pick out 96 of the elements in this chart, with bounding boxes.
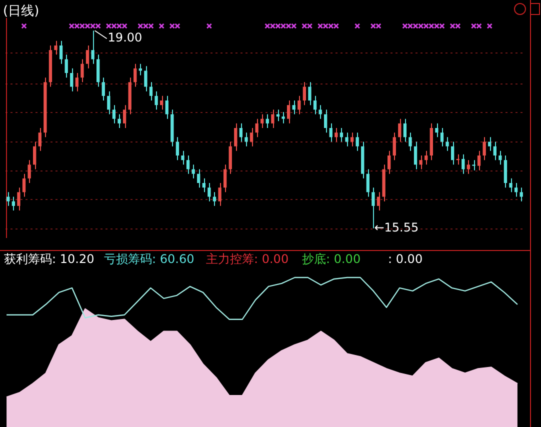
candlestick: [366, 168, 370, 198]
candlestick: [107, 90, 110, 115]
text: 主力控筹: 0.00: [206, 252, 289, 266]
annotation: ←15.55: [374, 220, 419, 234]
candlestick: [329, 122, 332, 142]
candlestick: [102, 77, 105, 101]
candlestick: [392, 132, 396, 161]
candlestick: [282, 111, 285, 124]
candlestick: [244, 132, 248, 147]
candlestick: [345, 132, 348, 147]
candlestick: [424, 150, 428, 166]
candlestick: [446, 136, 449, 152]
candlestick: [488, 136, 492, 152]
candlestick: [239, 122, 243, 142]
candlestick: [228, 141, 232, 174]
candlestick: [313, 95, 317, 115]
candlestick: [356, 132, 359, 152]
candlestick: [466, 160, 470, 174]
candlestick: [334, 128, 338, 142]
candlestick: [450, 141, 454, 166]
candlestick: [54, 40, 58, 56]
candlestick: [509, 178, 512, 193]
candlestick: [250, 128, 254, 147]
candlestick: [340, 128, 344, 142]
candlestick: [403, 118, 407, 142]
candlestick: [482, 136, 486, 161]
candlestick: [96, 54, 100, 88]
candlestick: [202, 178, 206, 193]
candlestick: [12, 196, 16, 211]
candlestick: [398, 118, 402, 142]
candlestick: [197, 168, 200, 188]
candlestick: [462, 154, 465, 174]
candlestick: [64, 54, 68, 78]
candlestick: [440, 128, 444, 147]
candlestick: [86, 45, 90, 69]
candlestick: [387, 150, 391, 174]
candlestick: [477, 150, 481, 171]
candlestick: [255, 118, 258, 138]
candlestick: [298, 95, 301, 115]
candlestick: [414, 141, 418, 170]
candlestick: [75, 72, 79, 92]
candlestick: [28, 160, 31, 184]
candlestick: [91, 30, 94, 64]
candlestick: [154, 90, 158, 110]
candlestick: [372, 187, 375, 229]
candlestick: [22, 173, 26, 198]
candlestick: [223, 164, 227, 193]
candlestick: [38, 128, 42, 152]
candlestick: [493, 141, 496, 161]
candlestick: [498, 150, 502, 166]
text: 亏损筹码: 60.60: [104, 252, 194, 266]
candlestick: [144, 66, 148, 92]
candlestick: [212, 192, 216, 206]
candlestick: [292, 100, 296, 115]
candlestick: [308, 82, 312, 106]
candlestick: [186, 155, 190, 174]
candlestick: [286, 100, 290, 124]
text: 获利筹码: 10.20: [4, 252, 94, 266]
candlestick: [472, 160, 476, 171]
chart-title: (日线): [3, 3, 40, 20]
annotation: 19.00: [108, 30, 142, 45]
candlestick: [419, 155, 422, 170]
candlestick: [350, 132, 354, 147]
candlestick: [504, 155, 508, 188]
candlestick: [266, 114, 269, 128]
candlestick: [149, 82, 153, 101]
candlestick: [176, 136, 180, 161]
candlestick: [408, 132, 412, 152]
candlestick: [271, 109, 274, 128]
text: : 0.00: [388, 252, 423, 266]
candlestick: [260, 114, 264, 128]
candlestick: [192, 164, 195, 179]
candlestick: [118, 114, 121, 128]
text: 抄底: 0.00: [302, 252, 361, 266]
candlestick: [376, 192, 380, 211]
candlestick: [318, 104, 322, 120]
candlestick: [165, 95, 168, 120]
candlestick: [122, 104, 126, 128]
candlestick: [59, 40, 63, 64]
candlestick: [80, 58, 84, 83]
candlestick: [234, 122, 238, 152]
candlestick: [302, 82, 306, 106]
candlestick: [134, 63, 137, 88]
candlestick: [17, 187, 20, 211]
candlestick: [208, 182, 211, 202]
candlestick: [520, 187, 523, 202]
candlestick: [181, 150, 184, 166]
candlestick: [218, 182, 222, 206]
candlestick: [33, 141, 36, 170]
candlestick: [112, 104, 116, 124]
candlestick: [70, 68, 74, 92]
candlestick: [160, 95, 164, 110]
candlestick: [324, 109, 328, 134]
candlestick: [6, 192, 10, 206]
candlestick: [435, 122, 438, 138]
candlestick: [514, 182, 518, 198]
